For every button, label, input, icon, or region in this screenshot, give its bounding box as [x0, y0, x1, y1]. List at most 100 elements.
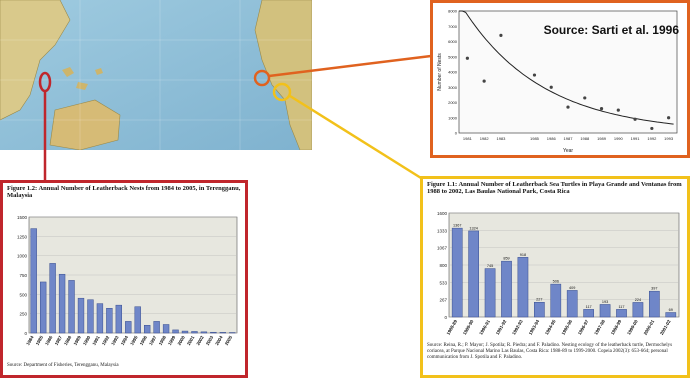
x-tick-label: 1989 — [597, 136, 607, 141]
x-tick-label: 2001-02 — [659, 319, 672, 336]
y-tick-label: 1067 — [437, 246, 448, 251]
y-tick-label: 800 — [439, 263, 447, 268]
data-label: 506 — [553, 280, 559, 284]
x-tick-label: 1997-98 — [593, 319, 606, 336]
y-tick-label: 0 — [24, 331, 27, 336]
y-tick-label: 1600 — [437, 211, 448, 216]
bar — [517, 257, 529, 318]
data-label: 224 — [635, 298, 641, 302]
x-tick-label: 1991 — [631, 136, 641, 141]
scatter-point — [583, 96, 587, 100]
x-tick-label: 1992 — [101, 335, 111, 347]
scatter-point — [532, 73, 537, 77]
x-tick-label: 1985 — [530, 136, 540, 141]
x-tick-label: 1990 — [614, 136, 624, 141]
bar — [77, 297, 85, 334]
bar — [200, 331, 208, 334]
data-label: 69 — [669, 308, 673, 312]
bar — [616, 309, 627, 318]
data-label: 409 — [569, 286, 575, 290]
x-tick-label: 1993 — [664, 136, 674, 141]
scatter-point — [465, 56, 469, 60]
bar — [566, 290, 578, 318]
x-tick-label: 1988 — [63, 335, 73, 347]
bar — [153, 321, 160, 334]
x-tick-label: 1991 — [91, 335, 101, 347]
y-tick-label: 1500 — [17, 215, 28, 220]
islands — [62, 67, 103, 90]
bar — [534, 301, 545, 318]
scatter-point — [566, 105, 570, 109]
figure-caption: Figure 1.1: Annual Number of Leatherback… — [427, 181, 682, 195]
australia-landmass — [49, 99, 121, 151]
panel-malaysia-nests: Figure 1.2: Annual Number of Leatherback… — [0, 180, 248, 378]
bar — [599, 304, 611, 318]
figure-source: Source: Department of Fisheries, Terengg… — [7, 363, 119, 368]
x-tick-label: 1990-91 — [478, 319, 491, 336]
orange-marker — [253, 69, 271, 87]
trend-curve — [459, 10, 674, 125]
data-label: 745 — [487, 264, 493, 268]
scatter-point — [599, 107, 604, 111]
data-label: 193 — [602, 300, 608, 304]
data-label: 859 — [503, 257, 509, 261]
scatter-point — [633, 117, 637, 121]
y-tick-label: 4000 — [448, 70, 458, 75]
scatter-point — [650, 126, 654, 131]
y-tick-label: 1000 — [17, 254, 28, 259]
bar — [40, 281, 47, 334]
x-tick-label: 1987 — [54, 335, 64, 347]
x-tick-label: 1999-00 — [626, 319, 639, 336]
y-tick-label: 533 — [439, 280, 447, 285]
x-tick-label: 1981 — [463, 136, 473, 141]
x-tick-label: 1984 — [25, 335, 35, 347]
y-tick-label: 0 — [444, 315, 447, 320]
x-tick-label: 2002 — [195, 335, 205, 347]
bar — [134, 306, 141, 334]
y-tick-label: 6000 — [448, 39, 458, 44]
x-tick-label: 2001 — [186, 335, 196, 347]
bar — [58, 273, 66, 334]
bar — [68, 280, 75, 334]
scatter-point — [499, 33, 503, 37]
y-tick-label: 8000 — [448, 9, 458, 14]
y-tick-label: 267 — [439, 298, 447, 303]
x-tick-label: 1994-95 — [544, 319, 557, 336]
y-tick-label: 7000 — [448, 24, 458, 29]
red-marker — [38, 71, 52, 93]
x-tick-label: 1988 — [580, 136, 590, 141]
bar — [106, 308, 113, 334]
x-tick-label: 1993 — [110, 335, 120, 347]
data-label: 1367 — [453, 224, 461, 228]
x-tick-label: 1988-89 — [445, 319, 458, 336]
data-label: 117 — [618, 305, 624, 309]
x-tick-label: 1995 — [129, 335, 139, 347]
data-label: 227 — [536, 298, 542, 302]
x-tick-label: 1987 — [564, 136, 574, 141]
bar — [468, 230, 479, 318]
scatter-chart: 0 1000 2000 3000 4000 5000 6000 7000 8000 1981 198… — [437, 9, 678, 154]
x-tick-label: 1996-97 — [577, 319, 590, 336]
bar — [649, 290, 660, 318]
data-label: 918 — [520, 253, 526, 257]
data-label: 117 — [586, 305, 592, 309]
y-axis-label: Number of Nests — [437, 53, 443, 91]
source-label: Source: Sarti et al. 1996 — [543, 23, 679, 37]
bar — [96, 303, 104, 334]
bar — [144, 325, 151, 334]
x-tick-label: 1986 — [44, 335, 54, 347]
bar — [484, 268, 496, 318]
bar — [172, 329, 179, 334]
bar — [550, 283, 562, 318]
x-tick-label: 1983 — [496, 136, 506, 141]
y-tick-label: 3000 — [448, 85, 458, 90]
x-tick-label: 1999 — [167, 335, 177, 347]
bar — [87, 299, 94, 334]
bar — [583, 309, 594, 318]
bar — [210, 331, 217, 334]
y-tick-label: 1250 — [17, 234, 28, 239]
x-tick-label: 1997 — [148, 335, 158, 347]
x-tick-label: 1996 — [139, 335, 149, 347]
x-tick-label: 2000 — [177, 335, 187, 347]
x-tick-label: 1989-90 — [462, 319, 475, 336]
